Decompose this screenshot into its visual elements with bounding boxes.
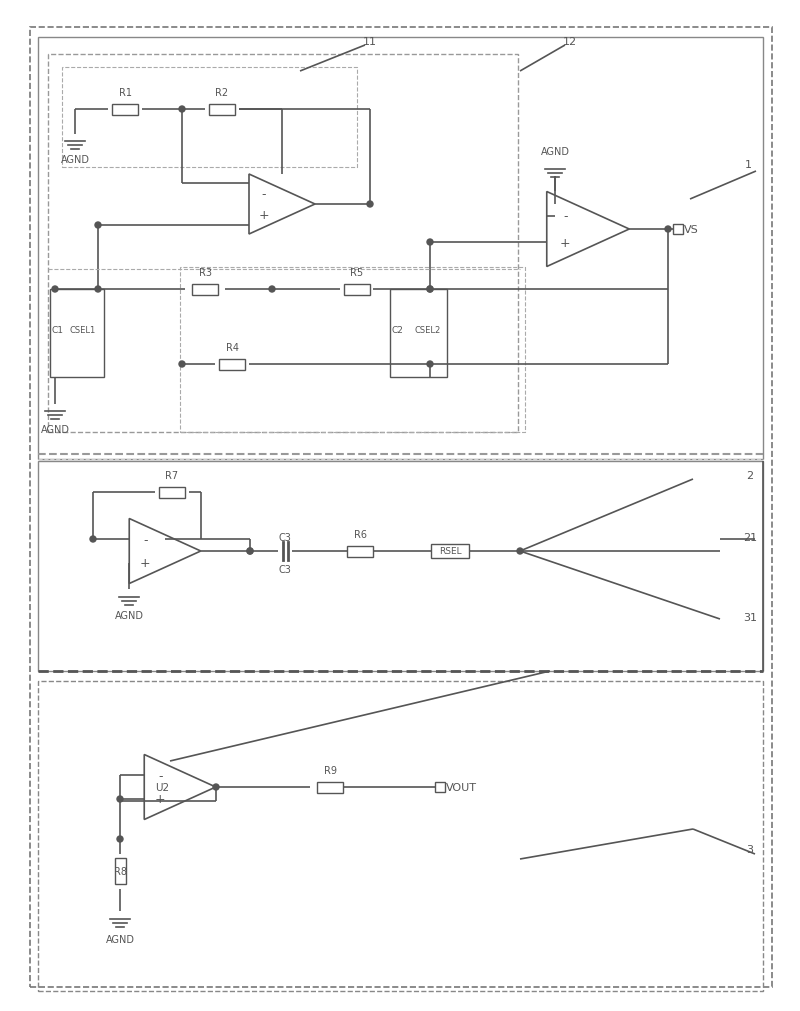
Circle shape [427, 362, 433, 368]
Bar [159, 487, 185, 498]
Bar [317, 782, 343, 793]
Bar [62, 68, 357, 168]
Text: U2: U2 [155, 783, 169, 793]
Bar [390, 290, 447, 378]
Bar [219, 359, 245, 370]
Circle shape [179, 107, 185, 113]
Circle shape [52, 287, 58, 293]
Text: -: - [262, 188, 266, 201]
Text: AGND: AGND [541, 147, 570, 157]
Text: CSEL1: CSEL1 [70, 326, 96, 335]
Bar [48, 55, 518, 433]
Text: 31: 31 [743, 613, 757, 623]
Circle shape [213, 785, 219, 791]
Bar [112, 104, 138, 115]
Text: -: - [563, 210, 567, 223]
Circle shape [179, 362, 185, 368]
Text: -: - [143, 534, 147, 547]
Bar [347, 546, 373, 557]
Text: 21: 21 [743, 533, 757, 543]
Bar [192, 284, 218, 295]
Text: 12: 12 [563, 37, 577, 47]
Bar [38, 681, 763, 991]
Bar [344, 284, 370, 295]
Text: C3: C3 [278, 533, 291, 543]
Text: AGND: AGND [114, 611, 143, 621]
Text: RSEL: RSEL [438, 547, 462, 556]
Circle shape [247, 548, 253, 554]
Text: R4: R4 [226, 343, 238, 353]
Circle shape [269, 287, 275, 293]
Circle shape [117, 836, 123, 842]
Text: R7: R7 [166, 470, 178, 480]
Bar [114, 858, 126, 885]
Circle shape [95, 222, 101, 228]
Circle shape [517, 548, 523, 554]
Bar [431, 545, 469, 558]
Circle shape [95, 287, 101, 293]
Text: R8: R8 [114, 866, 126, 877]
Bar [180, 268, 525, 433]
Text: CSEL2: CSEL2 [415, 326, 441, 335]
Bar [435, 783, 445, 793]
Circle shape [427, 240, 433, 246]
Text: R1: R1 [118, 88, 131, 98]
Text: +: + [140, 556, 150, 569]
Text: +: + [258, 209, 269, 221]
Text: C1: C1 [51, 326, 63, 335]
Circle shape [247, 548, 253, 554]
Circle shape [427, 287, 433, 293]
Bar [673, 224, 683, 235]
Text: C2: C2 [391, 326, 403, 335]
Bar [38, 38, 763, 460]
Bar [209, 104, 235, 115]
Bar [50, 290, 104, 378]
Text: C3: C3 [278, 564, 291, 574]
Circle shape [665, 226, 671, 233]
Circle shape [90, 537, 96, 543]
Text: R9: R9 [323, 765, 337, 775]
Text: R5: R5 [350, 268, 363, 278]
Bar [38, 462, 763, 671]
Text: AGND: AGND [61, 155, 90, 165]
Text: 3: 3 [746, 844, 754, 854]
Text: R6: R6 [354, 530, 366, 540]
Text: VOUT: VOUT [446, 783, 477, 793]
Text: 1: 1 [745, 160, 751, 170]
Text: 2: 2 [746, 470, 754, 480]
Text: R2: R2 [215, 88, 229, 98]
Text: -: - [158, 769, 162, 783]
Circle shape [367, 202, 373, 208]
Text: VS: VS [684, 224, 698, 235]
Text: R3: R3 [198, 268, 211, 278]
Circle shape [117, 797, 123, 802]
Circle shape [427, 287, 433, 293]
Text: AGND: AGND [106, 934, 134, 944]
Text: +: + [560, 237, 570, 250]
Text: +: + [155, 792, 166, 805]
Text: 11: 11 [363, 37, 377, 47]
Text: AGND: AGND [41, 425, 70, 435]
